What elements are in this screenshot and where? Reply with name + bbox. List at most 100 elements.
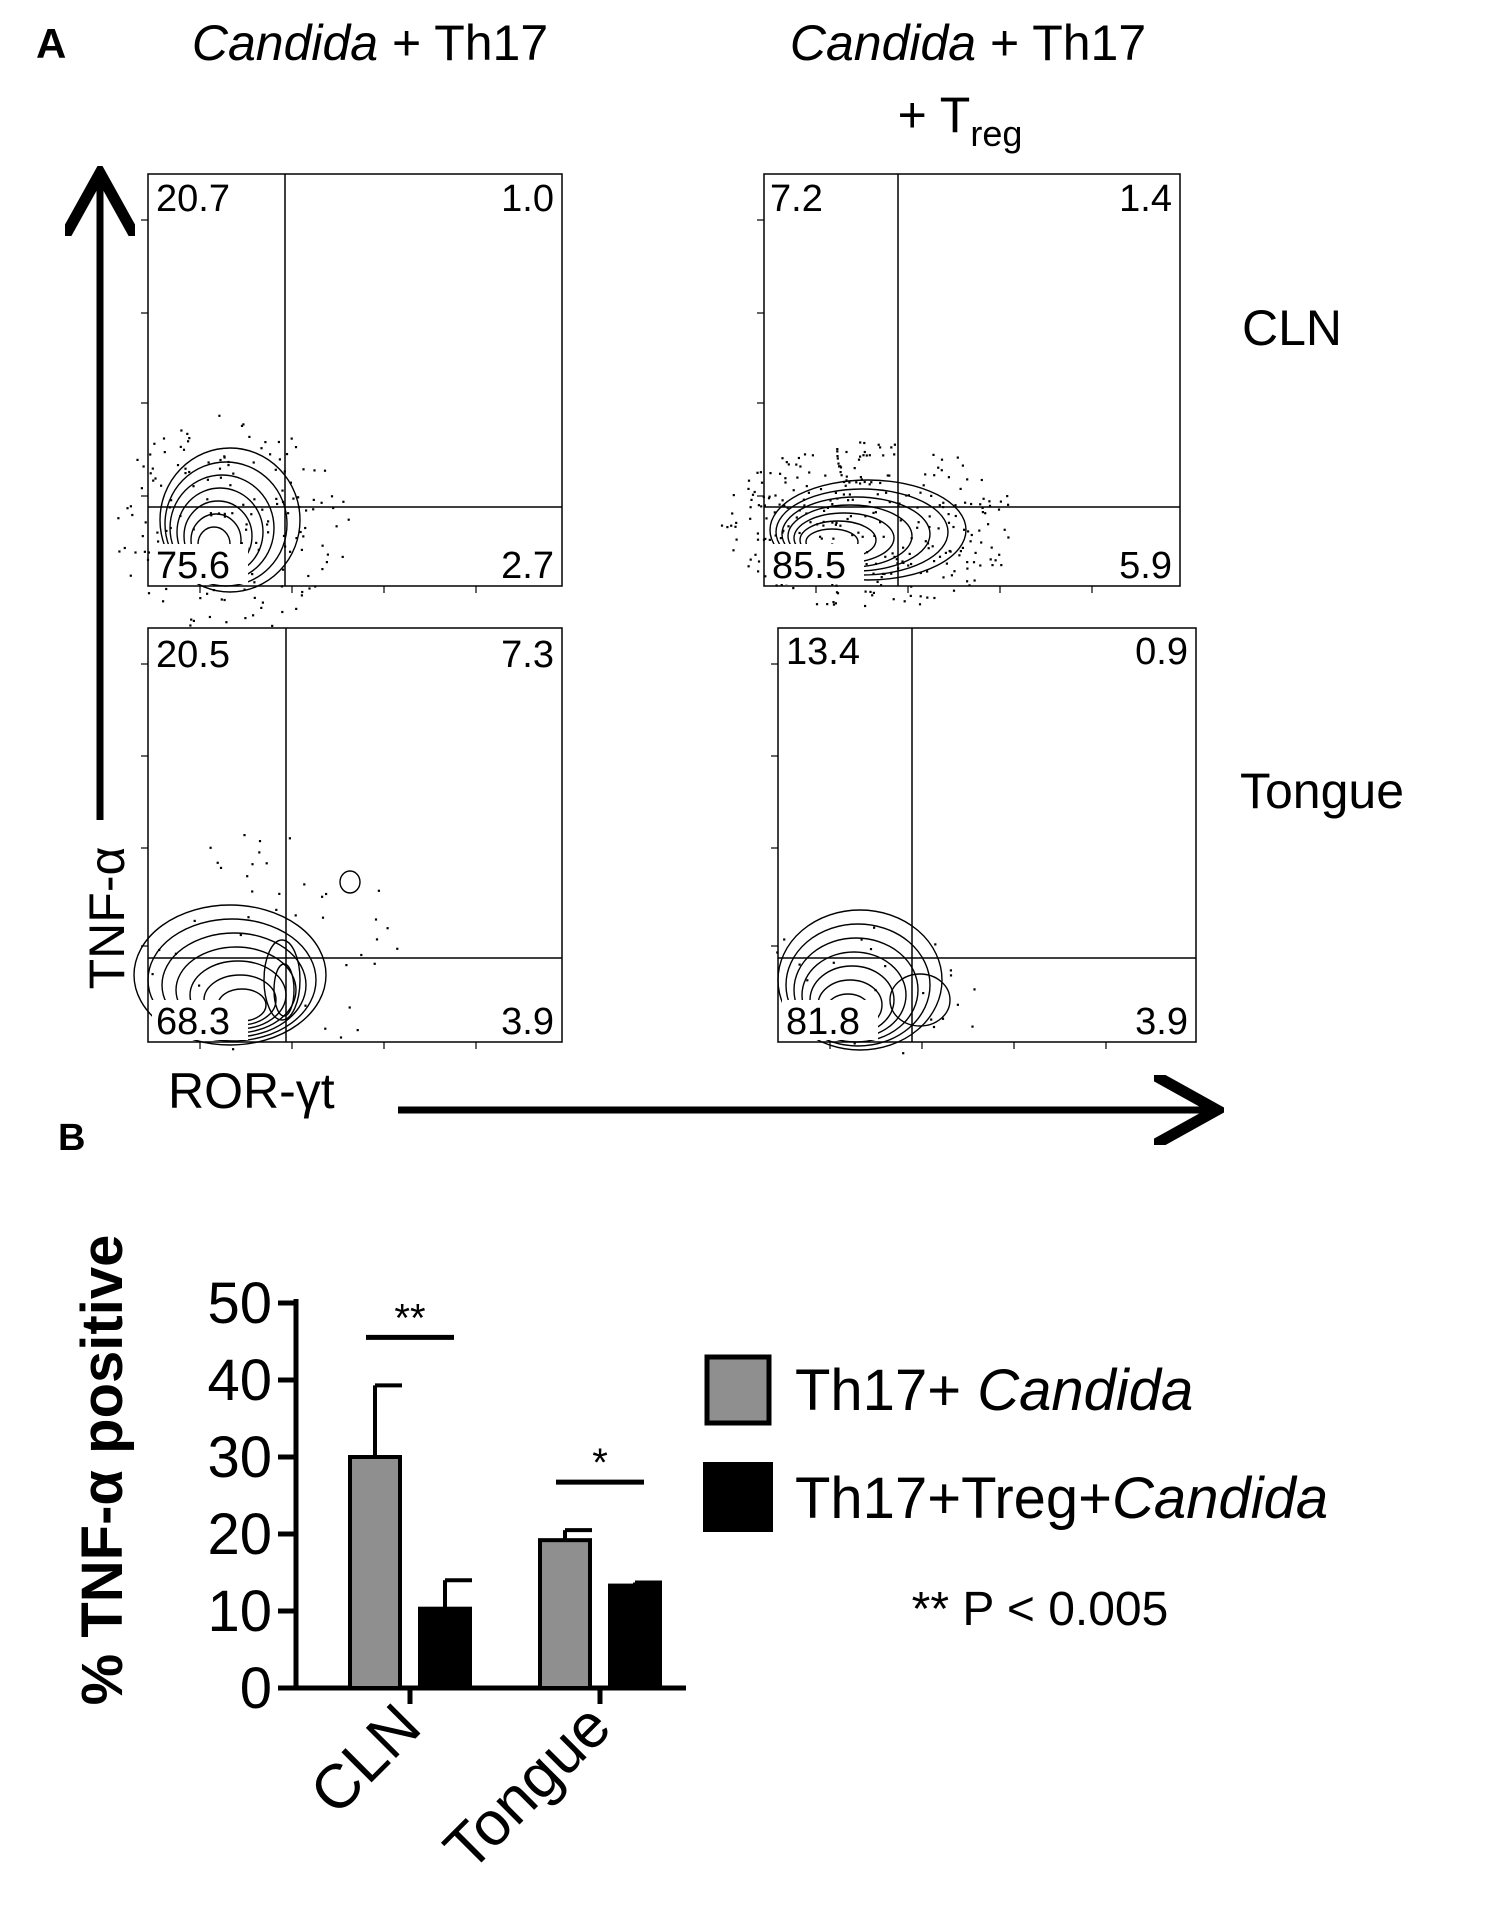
event-dot (809, 521, 812, 524)
event-dot (325, 892, 328, 896)
event-dot (321, 895, 324, 898)
significance-markers: *** (366, 1296, 644, 1485)
event-dot (199, 597, 202, 600)
event-dot (141, 535, 144, 538)
event-dot (332, 506, 335, 510)
event-dot (243, 834, 246, 837)
event-dot (873, 534, 876, 537)
event-dot (775, 584, 778, 587)
legend-swatch-th17-candida (704, 1354, 772, 1426)
event-dot (258, 840, 262, 843)
event-dot (861, 535, 864, 538)
event-dot (860, 938, 863, 941)
event-dot (872, 572, 875, 575)
y-tick-label: 10 (207, 1579, 272, 1644)
event-dot (760, 481, 764, 484)
event-dot (842, 493, 845, 496)
event-dot (198, 984, 201, 987)
event-dot (179, 514, 182, 518)
event-dot (783, 938, 786, 941)
event-dot (209, 512, 212, 515)
event-dot (784, 481, 787, 484)
event-dot (796, 476, 799, 479)
plot-frame (763, 173, 1181, 587)
legend-label-th17-treg-candida: Th17+Treg+Candida (795, 1466, 1328, 1531)
event-dot (865, 454, 868, 457)
event-dot (757, 570, 760, 573)
event-dot (847, 499, 850, 502)
event-dot (866, 551, 869, 554)
event-dot (879, 521, 882, 524)
row-label-tongue: Tongue (1240, 763, 1404, 819)
event-dot (335, 525, 338, 528)
quadrant-value-bottom-right: 3.9 (501, 1001, 554, 1043)
event-dot (864, 515, 867, 518)
event-dot (223, 598, 226, 602)
event-dot (294, 446, 298, 449)
event-dot (798, 963, 801, 966)
event-dot (246, 875, 249, 878)
event-dot (218, 467, 222, 470)
event-dot (190, 618, 193, 621)
event-dot (251, 890, 254, 893)
tick-marks (141, 219, 477, 593)
y-axis: 0 10 20 30 40 50 (207, 1271, 299, 1721)
event-dot (283, 470, 286, 473)
event-dot (927, 547, 930, 550)
event-dot (798, 531, 801, 535)
event-dot (146, 558, 150, 561)
bar-th17-treg-candida-cln (418, 1606, 472, 1690)
event-dot (232, 1048, 235, 1051)
event-dot (747, 565, 750, 568)
event-dot (149, 453, 152, 456)
event-dot (261, 508, 264, 511)
event-dot (959, 550, 962, 553)
event-dot (988, 500, 991, 503)
event-dot (972, 561, 976, 564)
event-dot (924, 473, 927, 476)
event-dot (981, 506, 984, 509)
event-dot (792, 489, 795, 492)
quadrant-value-top-left: 7.2 (770, 178, 823, 220)
event-dot (926, 570, 929, 573)
event-dot (206, 498, 209, 501)
event-dot (1007, 503, 1010, 506)
event-dot (845, 479, 848, 482)
event-dot (784, 477, 787, 480)
row-label-cln: CLN (1242, 300, 1342, 356)
event-dot (255, 541, 258, 544)
event-dot (902, 1052, 905, 1055)
event-dot (956, 456, 959, 459)
event-dot (863, 441, 866, 445)
event-dot (836, 497, 839, 500)
event-dot (938, 555, 942, 558)
event-dot (764, 537, 767, 540)
event-dot (720, 524, 724, 527)
event-dot (264, 441, 267, 444)
event-dot (787, 463, 790, 466)
event-dot (898, 502, 901, 505)
event-dot (774, 534, 777, 537)
event-dot (836, 592, 840, 595)
event-dot (153, 442, 156, 445)
event-dot (855, 481, 858, 484)
event-dot (134, 551, 137, 554)
event-dot (922, 484, 925, 487)
event-dot (892, 598, 895, 601)
event-dot (302, 535, 305, 538)
event-dot (780, 583, 783, 587)
tick-marks (757, 219, 1093, 593)
event-dot (162, 600, 165, 603)
event-dot (749, 506, 752, 509)
event-dot (864, 590, 867, 593)
event-dot (779, 537, 782, 540)
event-dot (152, 479, 155, 482)
event-dot (857, 458, 861, 461)
event-dot (290, 437, 293, 440)
event-dot (216, 861, 219, 864)
event-dot (275, 908, 278, 911)
event-dot (168, 506, 171, 509)
event-dot (142, 465, 145, 468)
event-dot (979, 564, 982, 567)
event-dot (859, 482, 862, 485)
